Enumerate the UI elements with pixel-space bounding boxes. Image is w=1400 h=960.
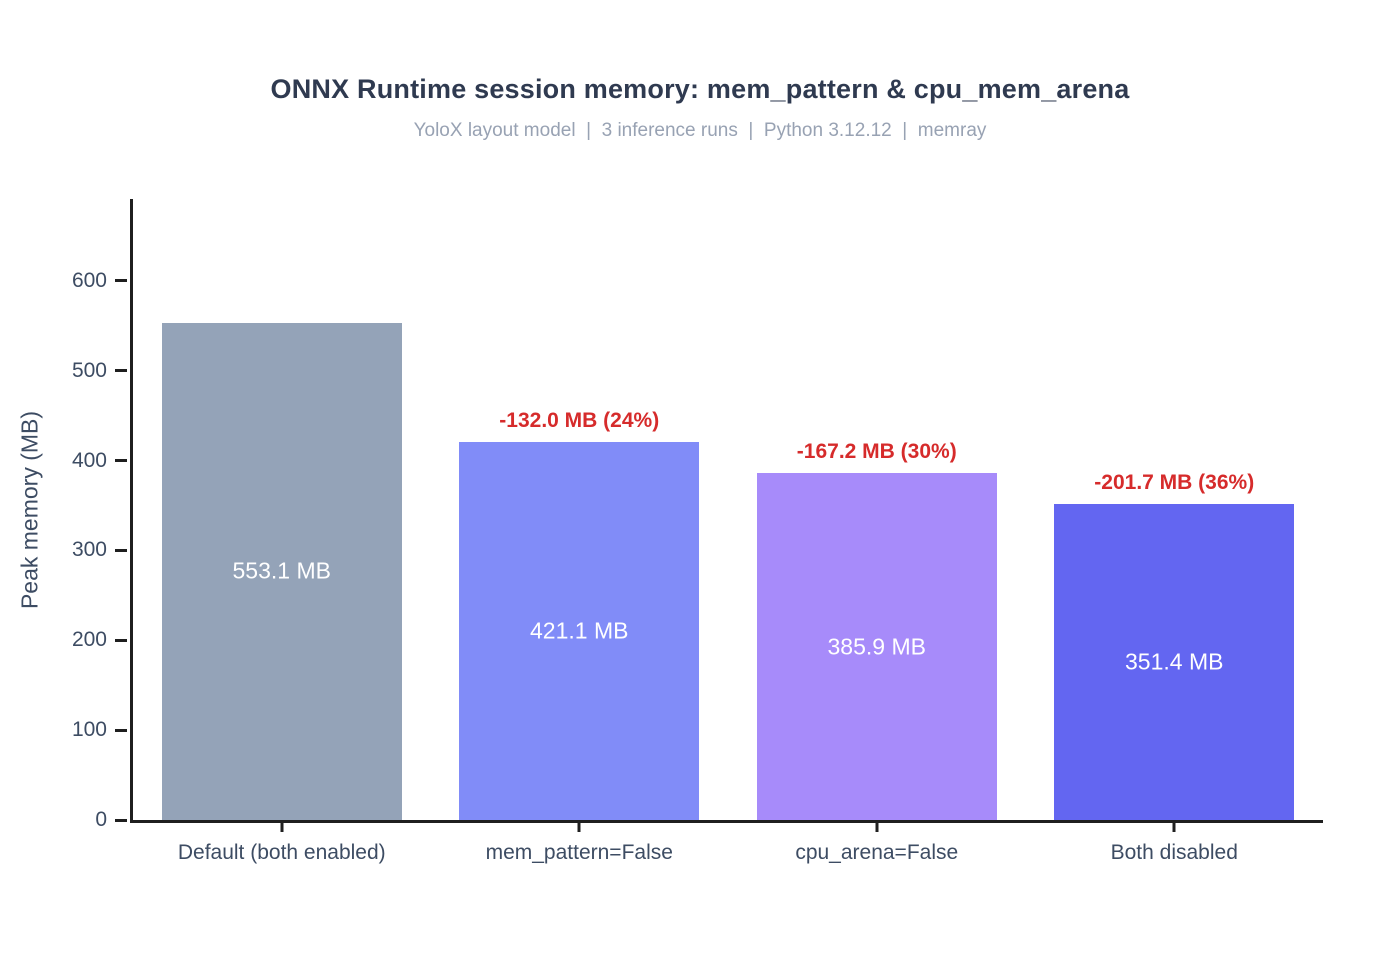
bar-value-label: 351.4 MB [1125, 648, 1224, 675]
y-tick [115, 459, 127, 463]
y-tick [115, 818, 127, 822]
chart-title: ONNX Runtime session memory: mem_pattern… [270, 74, 1130, 104]
bar-value-label: 421.1 MB [530, 617, 629, 644]
bar-annotation: -132.0 MB (24%) [499, 408, 660, 432]
y-tick-label: 400 [71, 448, 107, 472]
x-tick-label: Both disabled [1110, 841, 1238, 864]
y-tick [115, 728, 127, 732]
x-tick [875, 823, 879, 832]
bar: 385.9 MB [756, 473, 997, 820]
bar-value-label: 553.1 MB [232, 557, 331, 584]
y-tick [115, 638, 127, 642]
y-tick-label: 0 [95, 808, 107, 831]
x-tick-label: cpu_arena=False [795, 841, 959, 864]
chart-subtitle: YoloX layout model | 3 inference runs | … [413, 120, 987, 141]
y-tick-label: 300 [71, 538, 107, 562]
y-axis-label: Peak memory (MB) [16, 410, 43, 610]
bar: 351.4 MB [1054, 504, 1295, 820]
y-tick-label: 500 [71, 358, 107, 382]
x-tick [1172, 823, 1176, 832]
y-tick [115, 369, 127, 373]
y-tick [115, 548, 127, 552]
y-tick [115, 279, 127, 283]
y-tick-label: 200 [71, 628, 107, 652]
y-tick-label: 600 [71, 268, 107, 292]
bar-value-label: 385.9 MB [827, 633, 926, 660]
x-tick-label: mem_pattern=False [485, 841, 673, 864]
x-tick-label: Default (both enabled) [177, 841, 386, 864]
y-tick-label: 100 [71, 718, 107, 742]
x-tick [577, 823, 581, 832]
x-tick [280, 823, 284, 832]
bar-annotation: -167.2 MB (30%) [796, 440, 957, 464]
bar: 553.1 MB [161, 322, 402, 820]
bar-annotation: -201.7 MB (36%) [1094, 471, 1255, 495]
bar: 421.1 MB [459, 441, 700, 820]
plot-area: 0 100 200 300 400 500 600 553.1 MB Default (both… [72, 199, 1323, 864]
